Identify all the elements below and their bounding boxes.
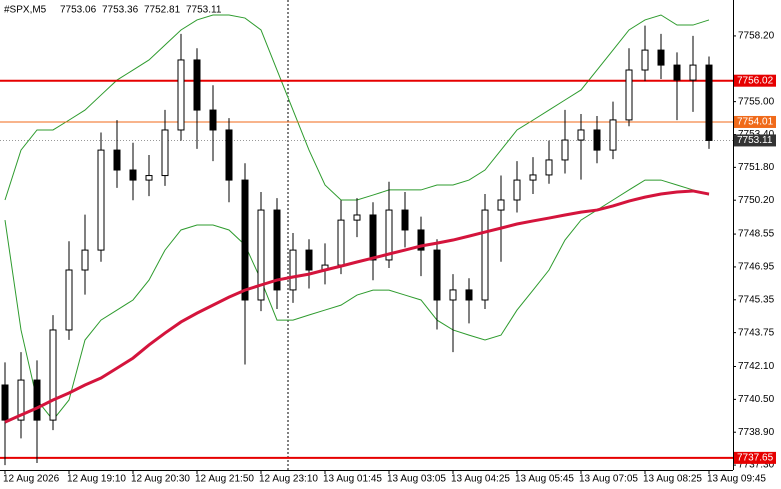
candle-body: [241, 179, 249, 301]
x-tick-label: 12 Aug 2026: [3, 474, 60, 485]
level-label-box: [734, 74, 776, 87]
ohlc-value: 7753.06: [60, 5, 97, 16]
candle-body: [561, 139, 569, 161]
symbol-label: #SPX,M5: [4, 5, 47, 16]
y-tick-label: 7743.75: [738, 327, 775, 338]
moving-average: [4, 189, 710, 424]
candle-body: [33, 379, 41, 421]
x-tick-label: 13 Aug 08:25: [643, 474, 702, 485]
level-label: 7737.65: [737, 453, 774, 464]
candle-body: [625, 69, 633, 121]
y-tick-label: 7750.20: [738, 195, 775, 206]
candle-body: [1, 384, 9, 421]
candle-body: [657, 49, 665, 66]
candle-body: [369, 214, 377, 261]
candle-body: [273, 209, 281, 291]
level-label-box: [734, 451, 776, 464]
x-tick-label: 13 Aug 01:45: [323, 474, 382, 485]
candle-body: [17, 379, 25, 421]
candle-body: [257, 209, 265, 301]
candle-body: [689, 64, 697, 81]
y-tick-label: 7740.50: [738, 394, 775, 405]
candle-body: [289, 249, 297, 291]
candle-body: [641, 49, 649, 71]
candle-body: [129, 169, 137, 181]
ohlc-header: 7753.06 7753.36 7752.81 7753.11: [60, 5, 222, 16]
candle-body: [113, 149, 121, 171]
candle-body: [449, 289, 457, 301]
ohlc-value: 7753.36: [102, 5, 139, 16]
level-label-box: [734, 115, 776, 128]
ohlc-value: 7753.11: [186, 5, 222, 16]
axes: 7758.207755.007753.407751.807750.207748.…: [3, 31, 776, 485]
x-tick-label: 13 Aug 03:05: [387, 474, 446, 485]
x-tick-label: 12 Aug 21:50: [195, 474, 254, 485]
candle-body: [81, 249, 89, 271]
candle-body: [513, 179, 521, 201]
candle-body: [49, 329, 57, 421]
y-tick-label: 7737.30: [738, 460, 775, 471]
y-tick-label: 7755.00: [738, 96, 775, 107]
y-tick-label: 7745.35: [738, 294, 775, 305]
y-tick-label: 7748.55: [738, 229, 775, 240]
candle-body: [417, 229, 425, 251]
candle-body: [353, 214, 361, 221]
candle-body: [145, 175, 153, 181]
bollinger-lower: [4, 179, 710, 421]
level-label: 7756.02: [737, 75, 774, 86]
x-tick-label: 13 Aug 04:25: [451, 474, 510, 485]
candle-body: [609, 119, 617, 151]
candle-body: [161, 129, 169, 177]
candle-body: [401, 209, 409, 231]
candle-body: [337, 219, 345, 266]
candle-body: [65, 269, 73, 331]
y-tick-label: 7758.20: [738, 31, 775, 42]
candle-body: [465, 289, 473, 301]
ohlc-value: 7752.81: [144, 5, 181, 16]
candle-body: [225, 129, 233, 181]
last-price-label-box: [734, 134, 776, 147]
x-tick-label: 13 Aug 05:45: [515, 474, 574, 485]
candle-body: [433, 249, 441, 301]
candle-body: [193, 59, 201, 111]
candle-body: [705, 64, 713, 141]
x-tick-label: 13 Aug 07:05: [579, 474, 638, 485]
x-tick-label: 12 Aug 23:10: [259, 474, 318, 485]
candle-body: [545, 159, 553, 176]
y-tick-label: 7751.80: [738, 162, 775, 173]
candle-body: [97, 149, 105, 251]
last-price-label: 7753.11: [737, 135, 773, 146]
plot-area: [0, 14, 733, 466]
y-tick-label: 7746.95: [738, 262, 775, 273]
candle-body: [209, 109, 217, 131]
candle-body: [673, 64, 681, 81]
candle-body: [385, 209, 393, 261]
candle-body: [497, 199, 505, 211]
y-tick-label: 7742.10: [738, 361, 775, 372]
level-label: 7754.01: [737, 117, 774, 128]
candle-body: [593, 129, 601, 151]
x-tick-label: 12 Aug 20:30: [131, 474, 190, 485]
y-tick-label: 7738.90: [738, 427, 775, 438]
candle-body: [177, 59, 185, 131]
candle-body: [529, 174, 537, 181]
x-tick-label: 13 Aug 09:45: [707, 474, 766, 485]
candle-body: [481, 209, 489, 301]
x-tick-label: 12 Aug 19:10: [67, 474, 126, 485]
candle-body: [577, 129, 585, 141]
candle-body: [305, 249, 313, 271]
